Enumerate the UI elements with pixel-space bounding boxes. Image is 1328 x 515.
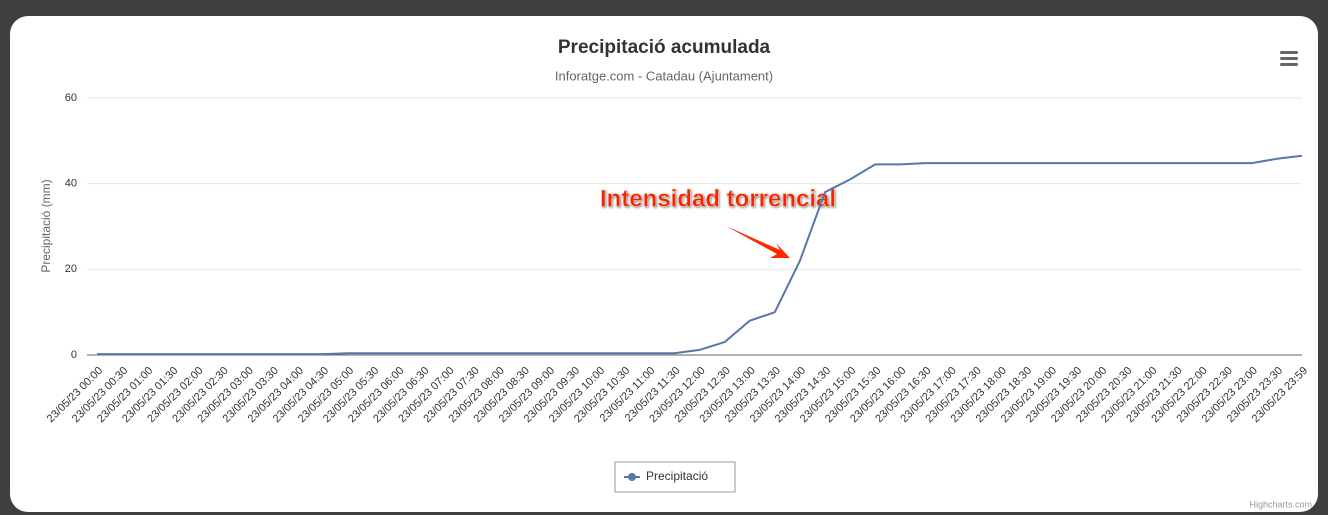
y-tick-label: 40 bbox=[65, 178, 77, 190]
chart-subtitle: Inforatge.com - Catadau (Ajuntament) bbox=[555, 68, 773, 83]
menu-bar bbox=[1280, 63, 1298, 66]
menu-bar bbox=[1280, 57, 1298, 60]
line-series bbox=[97, 154, 1303, 356]
legend-symbol-marker bbox=[628, 473, 636, 481]
menu-button[interactable] bbox=[1280, 51, 1298, 66]
credits[interactable]: Highcharts.com bbox=[1249, 499, 1312, 509]
legend-label: Precipitació bbox=[646, 469, 708, 483]
card bbox=[10, 16, 1318, 512]
y-axis-title: Precipitació (mm) bbox=[39, 179, 53, 272]
menu-bar bbox=[1280, 51, 1298, 54]
annotation: Intensidad torrencial bbox=[600, 185, 836, 212]
chart-title: Precipitació acumulada bbox=[558, 37, 771, 58]
y-tick-label: 60 bbox=[65, 92, 77, 104]
y-tick-label: 0 bbox=[71, 349, 77, 361]
annotation-arrow bbox=[726, 226, 790, 258]
y-tick-label: 20 bbox=[65, 263, 77, 275]
legend[interactable]: Precipitació bbox=[614, 461, 736, 493]
